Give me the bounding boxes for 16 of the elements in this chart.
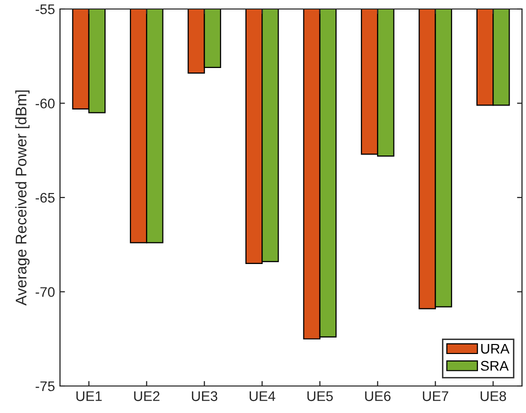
x-tick-label: UE8 <box>480 391 506 402</box>
y-tick-label: -55 <box>36 4 55 14</box>
legend-label: SRA <box>480 360 509 371</box>
x-tick-label: UE2 <box>134 391 160 402</box>
y-axis-title: Average Received Power [dBm] <box>15 90 30 306</box>
x-tick-label: UE6 <box>365 391 391 402</box>
y-tick-label: -60 <box>36 98 55 108</box>
y-tick-label: -75 <box>36 381 55 392</box>
x-tick-label: UE4 <box>250 391 276 402</box>
x-tick-label: UE7 <box>422 391 448 402</box>
x-tick-label: UE5 <box>307 391 333 402</box>
y-tick-label: -65 <box>36 192 55 203</box>
legend-label: URA <box>481 344 510 354</box>
y-tick-label: -70 <box>36 287 55 297</box>
x-tick-label: UE3 <box>192 391 218 402</box>
x-tick-label: UE1 <box>76 391 102 402</box>
